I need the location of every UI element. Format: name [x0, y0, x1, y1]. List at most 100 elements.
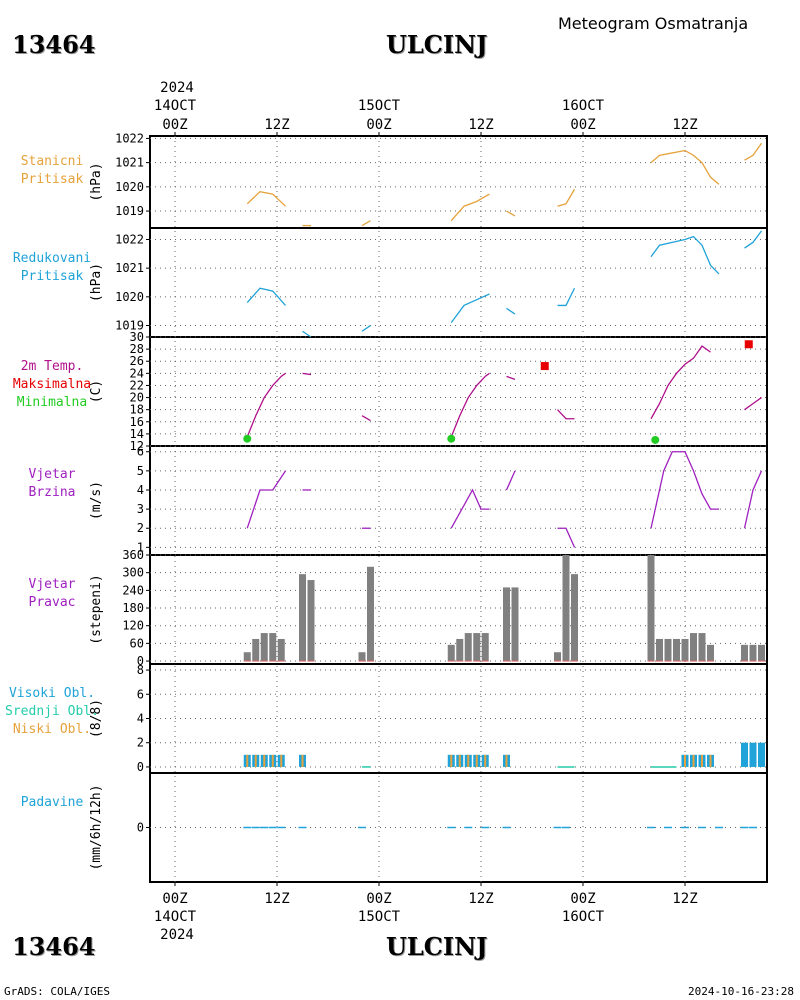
time-label-bottom: 12Z [468, 891, 493, 907]
direction-bar [664, 638, 672, 662]
direction-bar [473, 633, 481, 662]
panel-label: Padavine [21, 795, 84, 810]
direction-bar [758, 644, 765, 662]
direction-bar [307, 580, 315, 662]
time-label-top: 00Z [570, 117, 595, 133]
cloud-bar-low [280, 754, 283, 767]
cloud-bar-low [301, 754, 304, 767]
y-tick-label: 180 [122, 601, 144, 615]
panel-label: Srednji Obl. [5, 704, 99, 719]
y-tick-label: 3 [137, 502, 144, 516]
unit-label: (hPa) [89, 263, 104, 302]
series-line [557, 287, 576, 307]
cloud-bar-low [458, 754, 461, 767]
direction-bar [447, 644, 455, 662]
y-tick-label: 4 [137, 483, 144, 497]
y-tick-label: 60 [130, 636, 144, 650]
cloud-bar-low [709, 754, 712, 767]
panel-label: Pritisak [21, 172, 84, 187]
y-tick-label: 22 [130, 378, 144, 392]
time-label-bottom: 00Z [162, 891, 187, 907]
cloud-bar-low [271, 754, 274, 767]
y-tick-label: 16 [130, 415, 144, 429]
panel-label: Pravac [29, 595, 76, 610]
unit-label: (m/s) [89, 481, 104, 520]
direction-bar [707, 644, 714, 662]
series-line [506, 307, 516, 315]
time-label-bottom: 00Z [570, 891, 595, 907]
station-name-bottom: ULCINJ [386, 932, 488, 961]
tmax-marker [744, 340, 753, 349]
cloud-bar-low [450, 754, 453, 767]
y-tick-label: 0 [137, 760, 144, 774]
y-tick-label: 1021 [115, 156, 144, 170]
direction-bar [260, 633, 268, 662]
y-tick-label: 2 [137, 736, 144, 750]
direction-bar [277, 638, 285, 662]
y-tick-label: 0 [137, 821, 144, 835]
cloud-bar-low [254, 754, 257, 767]
footer-credit: GrADS: COLA/IGES [4, 985, 110, 998]
unit-label: (C) [89, 380, 104, 403]
series-line [506, 210, 516, 217]
cloud-bar-high [741, 742, 748, 767]
panel-label: Stanicni [21, 154, 84, 169]
direction-bar [690, 633, 697, 662]
direction-bar [456, 638, 464, 662]
date-label-top: 16OCT [562, 98, 605, 114]
direction-bar [464, 633, 472, 662]
time-label-bottom: 12Z [264, 891, 289, 907]
direction-bar [562, 555, 570, 662]
year-label-bottom: 2024 [160, 927, 194, 943]
direction-bar [367, 566, 374, 662]
panel-label: Vjetar [29, 467, 76, 482]
series-line [246, 470, 287, 529]
series-line [557, 527, 576, 548]
direction-bar [269, 633, 277, 662]
direction-bar [252, 638, 260, 662]
time-label-top: 00Z [162, 117, 187, 133]
time-label-top: 12Z [264, 117, 289, 133]
cloud-bar-low [692, 754, 695, 767]
series-line [744, 230, 763, 249]
year-label-top: 2024 [160, 80, 194, 96]
cloud-bar-low [475, 754, 478, 767]
cloud-bar-high [749, 742, 757, 767]
series-line [246, 372, 286, 438]
y-tick-label: 6 [137, 687, 144, 701]
y-tick-label: 1022 [115, 131, 144, 145]
direction-bar [481, 633, 489, 662]
time-label-top: 12Z [468, 117, 493, 133]
station-id-bottom: 13464 [12, 932, 96, 961]
series-line [505, 470, 516, 491]
panel-label: Minimalna [17, 395, 87, 410]
time-label-bottom: 12Z [672, 891, 697, 907]
y-tick-label: 18 [130, 403, 144, 417]
direction-bar [647, 555, 655, 662]
series-line [450, 193, 490, 222]
series-line [743, 470, 763, 529]
panel-label: 2m Temp. [21, 359, 84, 374]
cloud-bar-low [684, 754, 686, 767]
series-line [246, 287, 286, 306]
y-tick-label: 1020 [115, 290, 144, 304]
y-tick-label: 240 [122, 583, 144, 597]
direction-bar [299, 574, 306, 662]
cloud-bar-high [758, 742, 765, 767]
time-label-top: 12Z [672, 117, 697, 133]
panel-label: Maksimalna [13, 377, 91, 392]
y-tick-label: 12 [130, 439, 144, 453]
date-label-bottom: 15OCT [358, 909, 401, 925]
direction-bar [741, 644, 748, 662]
y-tick-label: 1019 [115, 204, 144, 218]
unit-label: (hPa) [89, 162, 104, 201]
panel-label: Brzina [29, 485, 76, 500]
series-line [650, 451, 719, 529]
series-line [450, 488, 490, 529]
series-line [506, 375, 516, 381]
cloud-bar-low [701, 754, 703, 767]
series-line [744, 397, 762, 411]
cloud-bar-low [263, 754, 266, 767]
y-tick-label: 14 [130, 427, 144, 441]
station-name-top: ULCINJ [386, 30, 488, 59]
